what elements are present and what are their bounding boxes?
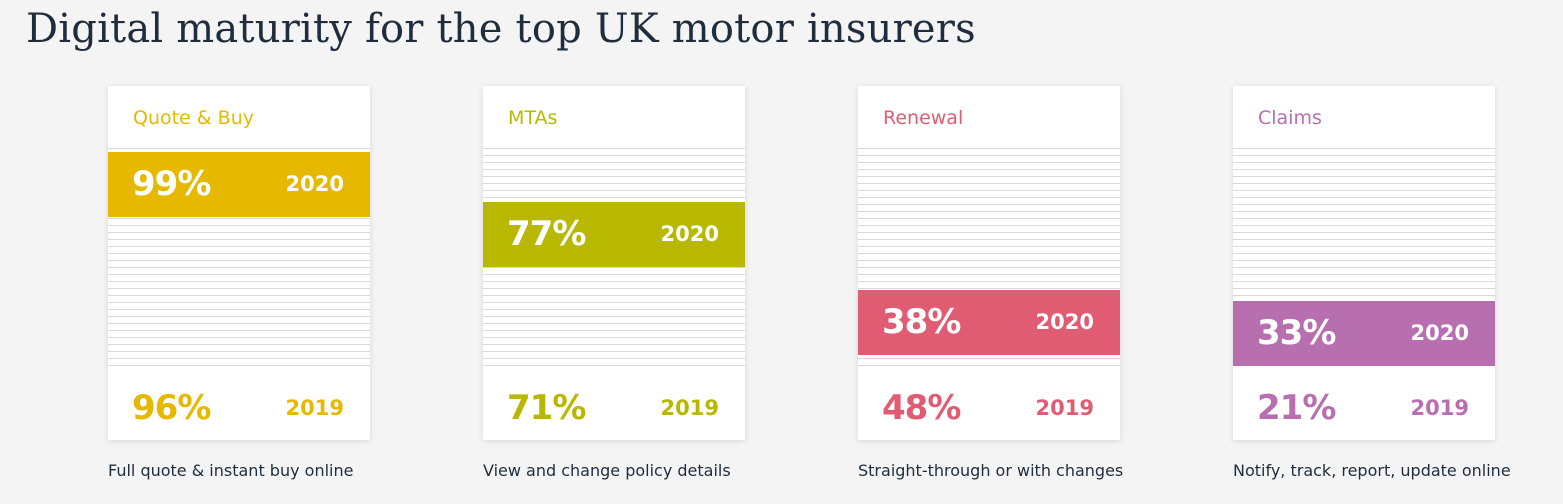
value-2019: 71% <box>507 388 586 428</box>
year-2020: 2020 <box>660 221 719 246</box>
year-2019: 2019 <box>1410 396 1469 420</box>
card-label: Renewal <box>883 107 964 129</box>
caption-renewal: Straight-through or with changes <box>858 461 1124 480</box>
value-2019: 21% <box>1257 388 1336 428</box>
caption-claims: Notify, track, report, update online <box>1233 461 1511 480</box>
year-2019: 2019 <box>1035 396 1094 420</box>
value-2020: 33% <box>1257 313 1336 354</box>
card-renewal: Renewal 38% 2020 48% 2019 <box>858 86 1120 440</box>
card-claims: Claims 33% 2020 21% 2019 <box>1233 86 1495 440</box>
card-mtas: MTAs 77% 2020 71% 2019 <box>483 86 745 440</box>
value-2019: 48% <box>882 388 961 428</box>
value-2020: 38% <box>882 302 961 343</box>
value-2019: 96% <box>132 388 211 428</box>
bar-2020: 77% 2020 <box>483 201 745 267</box>
year-2020: 2020 <box>285 172 344 197</box>
card-label: MTAs <box>508 107 558 129</box>
caption-quote-buy: Full quote & instant buy online <box>108 461 354 480</box>
chart-title: Digital maturity for the top UK motor in… <box>26 6 976 52</box>
card-label: Quote & Buy <box>133 107 254 129</box>
value-2020: 77% <box>507 213 586 254</box>
card-label: Claims <box>1258 107 1322 129</box>
year-2020: 2020 <box>1410 321 1469 346</box>
bar-2020: 99% 2020 <box>108 152 370 218</box>
caption-mtas: View and change policy details <box>483 461 731 480</box>
card-quote-buy: Quote & Buy 99% 2020 96% 2019 <box>108 86 370 440</box>
year-2020: 2020 <box>1035 310 1094 335</box>
bar-2020: 33% 2020 <box>1233 301 1495 367</box>
year-2019: 2019 <box>285 396 344 420</box>
value-2020: 99% <box>132 164 211 205</box>
year-2019: 2019 <box>660 396 719 420</box>
bar-2020: 38% 2020 <box>858 290 1120 356</box>
